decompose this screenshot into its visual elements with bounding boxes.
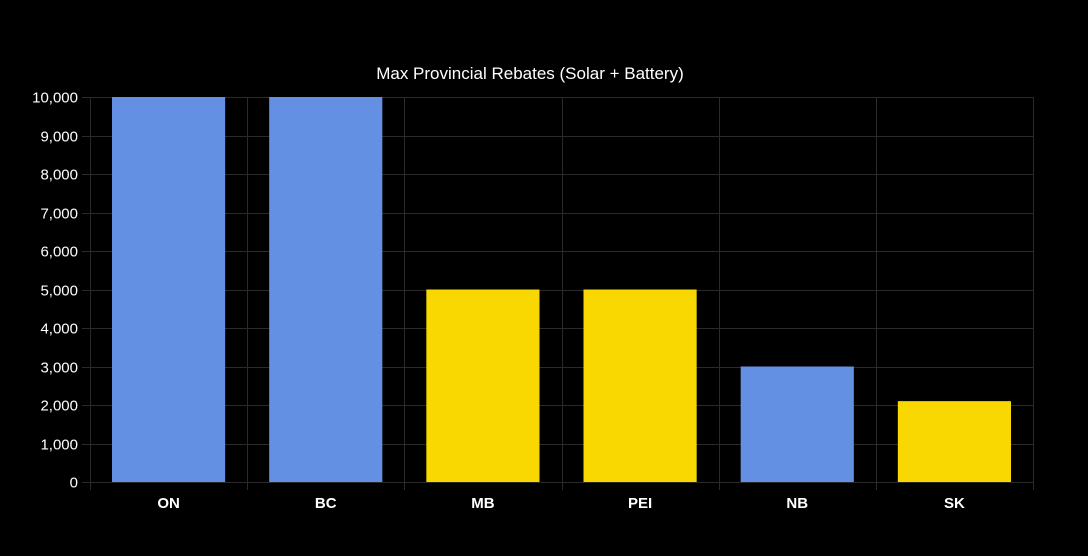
chart-title: Max Provincial Rebates (Solar + Battery) <box>376 64 684 83</box>
x-tick-label: NB <box>786 495 808 512</box>
x-tick-label: MB <box>471 495 494 512</box>
y-axis-ticks: 0 1,000 2,000 3,000 4,000 5,000 6,000 7,000 8,00… <box>32 90 78 492</box>
bar-on[interactable] <box>112 97 226 482</box>
bars <box>112 97 1011 482</box>
bar-pei[interactable] <box>583 289 697 483</box>
bar-nb[interactable] <box>740 366 854 483</box>
x-tick-label: ON <box>157 495 180 512</box>
y-tick-label: 7,000 <box>40 206 78 223</box>
y-tick-label: 5,000 <box>40 283 78 300</box>
bar-bc[interactable] <box>269 97 383 482</box>
y-tick-label: 0 <box>70 475 78 492</box>
y-tick-label: 1,000 <box>40 437 78 454</box>
bar-mb[interactable] <box>426 289 540 483</box>
y-tick-label: 6,000 <box>40 244 78 261</box>
y-tick-label: 4,000 <box>40 321 78 338</box>
x-tick-label: BC <box>315 495 337 512</box>
y-tick-label: 9,000 <box>40 129 78 146</box>
x-tick-label: PEI <box>628 495 652 512</box>
x-axis-ticks: ON BC MB PEI NB SK <box>157 495 965 512</box>
y-tick-label: 8,000 <box>40 167 78 184</box>
grid-lines <box>82 97 1034 490</box>
x-tick-label: SK <box>944 495 965 512</box>
y-tick-label: 3,000 <box>40 360 78 377</box>
y-tick-label: 2,000 <box>40 398 78 415</box>
y-tick-label: 10,000 <box>32 90 78 107</box>
bar-sk[interactable] <box>897 401 1011 482</box>
